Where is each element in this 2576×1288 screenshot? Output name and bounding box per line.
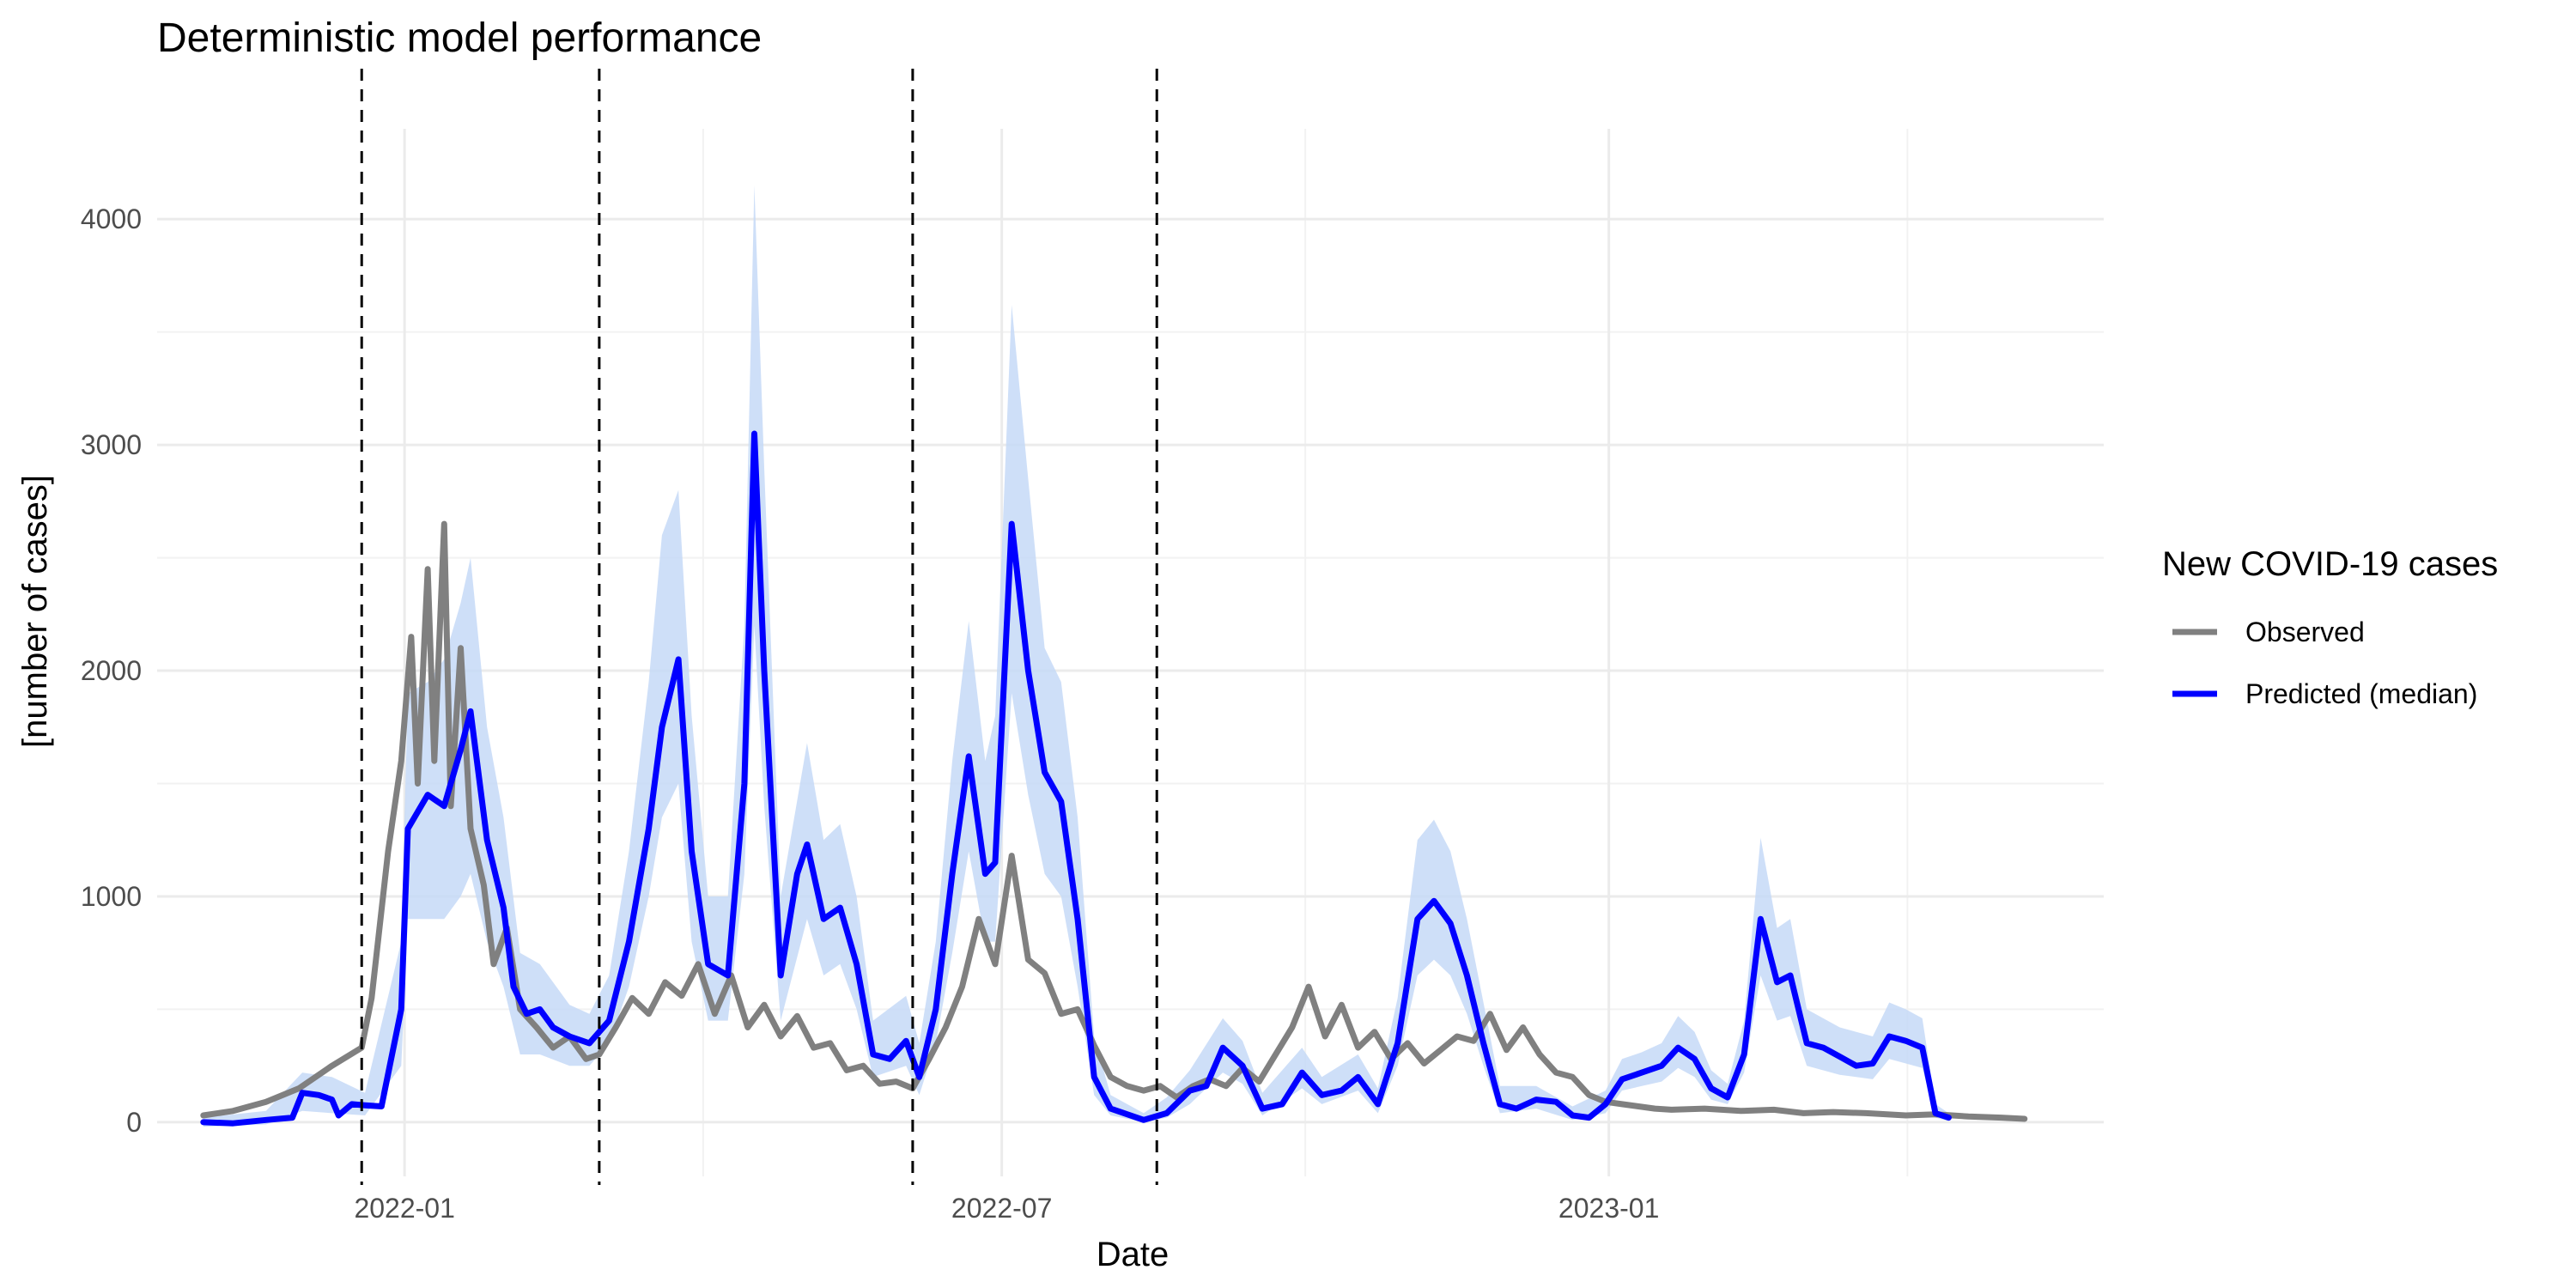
y-tick-label: 4000 xyxy=(81,204,142,234)
y-tick-label: 2000 xyxy=(81,655,142,686)
series-line-predicted-median xyxy=(200,430,1952,1127)
series-line-observed xyxy=(200,520,2028,1122)
series-layer xyxy=(200,430,2028,1127)
x-tick-label: 2022-01 xyxy=(354,1193,454,1224)
legend-label-predicted: Predicted (median) xyxy=(2245,678,2477,709)
y-tick-labels: 0 1000 2000 3000 4000 xyxy=(81,204,142,1138)
x-tick-label: 2022-07 xyxy=(951,1193,1052,1224)
x-tick-labels: 2022-01 2022-07 2023-01 xyxy=(354,1193,1659,1224)
chart-title: Deterministic model performance xyxy=(157,15,762,61)
y-tick-label: 0 xyxy=(126,1107,142,1138)
legend-label-observed: Observed xyxy=(2245,617,2365,647)
vlines-layer xyxy=(360,69,1158,1185)
legend: New COVID-19 cases Observed Predicted (m… xyxy=(2162,545,2498,709)
y-axis-title: [number of cases] xyxy=(16,475,54,748)
prediction-interval-layer xyxy=(203,185,1949,1127)
y-tick-label: 3000 xyxy=(81,429,142,460)
y-tick-label: 1000 xyxy=(81,881,142,912)
x-tick-label: 2023-01 xyxy=(1558,1193,1659,1224)
legend-title: New COVID-19 cases xyxy=(2162,545,2498,583)
prediction-interval-band xyxy=(203,185,1949,1127)
x-axis-title: Date xyxy=(1097,1236,1170,1273)
